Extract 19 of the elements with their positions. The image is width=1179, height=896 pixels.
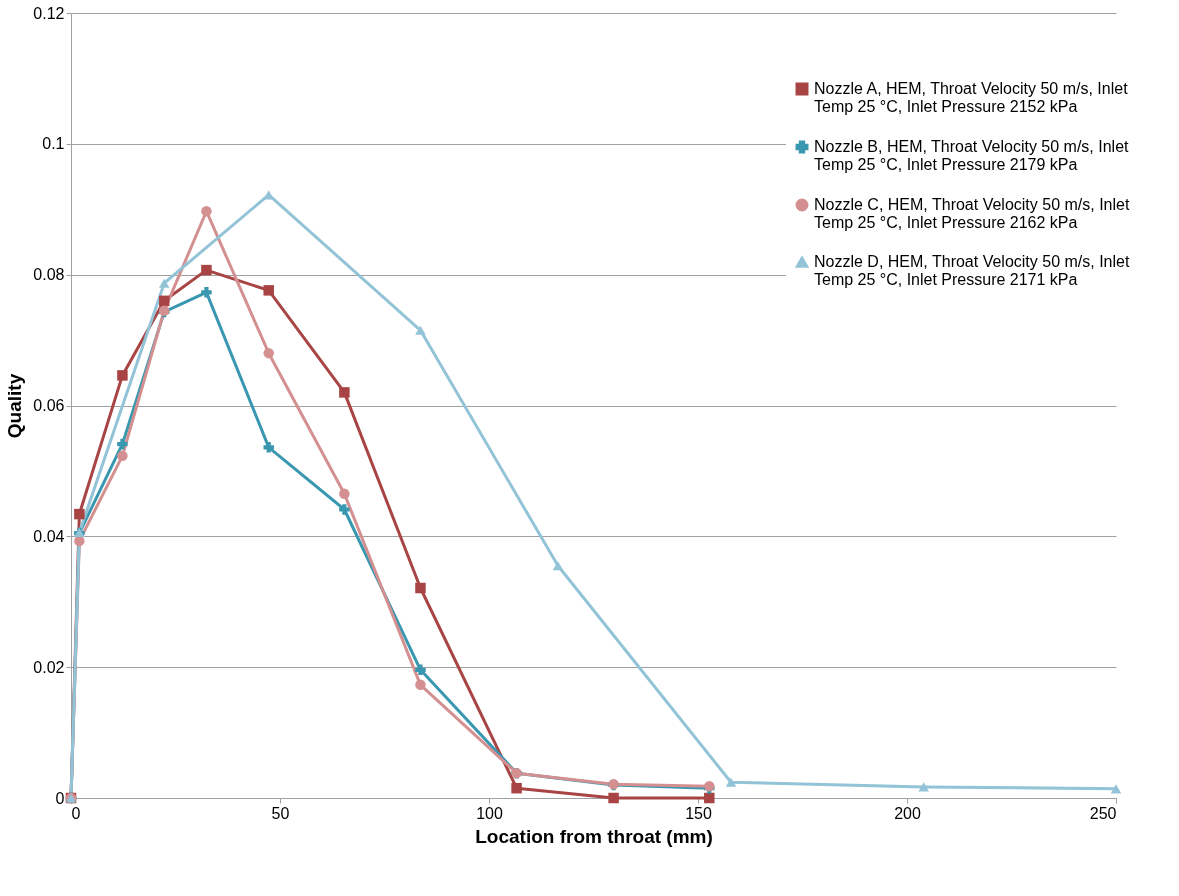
legend-label: Nozzle D, HEM, Throat Velocity 50 m/s, Inlet Temp 25 °C, Inlet Pressure 2171 kPa — [814, 253, 1130, 288]
legend-label: Nozzle A, HEM, Throat Velocity 50 m/s, Inlet Temp 25 °C, Inlet Pressure 2152 kPa — [814, 80, 1129, 115]
y-axis-title: Quality — [4, 373, 26, 439]
x-axis-title: Location from throat (mm) — [475, 825, 713, 847]
y-tick-label: 0.1 — [42, 135, 65, 153]
y-tick-label: 0.04 — [33, 527, 65, 545]
legend-label: Nozzle B, HEM, Throat Velocity 50 m/s, Inlet Temp 25 °C, Inlet Pressure 2179 kPa — [814, 138, 1130, 173]
x-tick-label: 0 — [71, 804, 81, 822]
x-tick-label: 200 — [894, 804, 921, 822]
x-tick-label: 50 — [271, 804, 290, 822]
legend-label: Nozzle C, HEM, Throat Velocity 50 m/s, Inlet Temp 25 °C, Inlet Pressure 2162 kPa — [814, 196, 1130, 231]
y-tick-label: 0 — [55, 789, 65, 807]
x-tick-label: 250 — [1089, 804, 1117, 822]
x-tick-label: 100 — [476, 804, 503, 822]
y-tick-label: 0.06 — [33, 397, 65, 414]
y-tick-label: 0.02 — [33, 658, 65, 676]
x-tick-label: 150 — [685, 804, 712, 822]
y-tick-label: 0.08 — [33, 266, 65, 284]
y-tick-label: 0.12 — [33, 4, 65, 22]
